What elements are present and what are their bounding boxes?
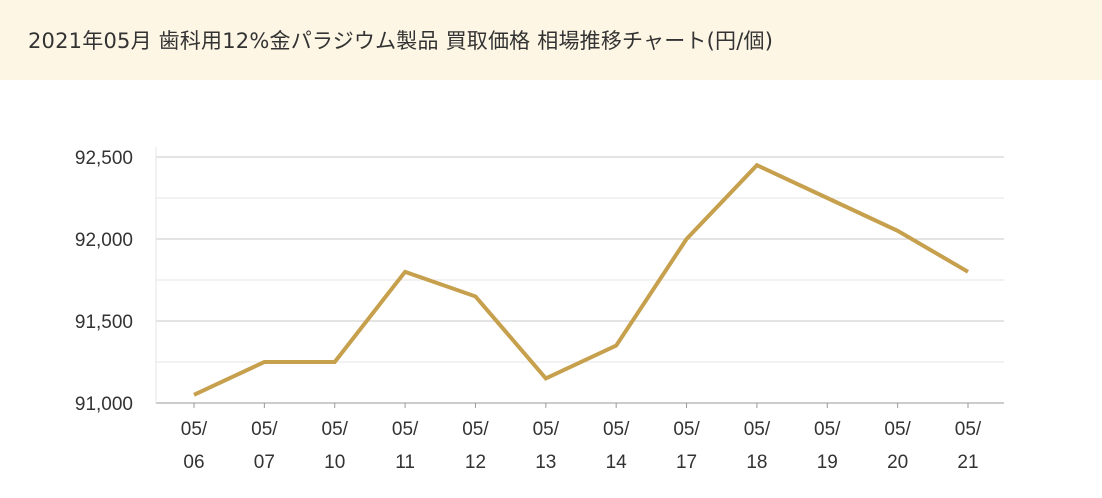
x-tick-label-month: 05/: [533, 419, 560, 440]
x-tick-label-day: 13: [535, 452, 556, 473]
axis-layer: [155, 147, 969, 408]
series-layer: [193, 162, 970, 397]
x-tick-label-day: 06: [183, 452, 204, 473]
chart-title-bar: 2021年05月 歯科用12%金パラジウム製品 買取価格 相場推移チャート(円/…: [0, 0, 1102, 80]
chart-area: 91,000 91,500 92,000 92,500 05/06 05/07 05/10 0…: [0, 80, 1102, 494]
chart-title: 2021年05月 歯科用12%金パラジウム製品 買取価格 相場推移チャート(円/…: [28, 29, 774, 53]
x-tick-label-month: 05/: [673, 419, 700, 440]
x-tick-label-day: 19: [817, 452, 838, 473]
x-tick-label-day: 17: [676, 452, 697, 473]
x-tick-label-month: 05/: [814, 419, 841, 440]
x-tick-label-day: 12: [465, 452, 486, 473]
x-tick-label-month: 05/: [251, 419, 278, 440]
line-chart: 91,000 91,500 92,000 92,500 05/06 05/07 05/10 0…: [75, 147, 1004, 473]
x-tick-label-month: 05/: [322, 419, 349, 440]
x-tick-label-month: 05/: [955, 419, 982, 440]
price-series-line: [193, 162, 970, 397]
x-tick-label-month: 05/: [603, 419, 630, 440]
x-tick-label-day: 21: [957, 452, 978, 473]
x-tick-label-day: 20: [887, 452, 908, 473]
x-tick-label-day: 11: [395, 452, 415, 473]
x-tick-label-day: 14: [606, 452, 628, 473]
y-tick-label: 92,500: [75, 148, 133, 169]
y-tick-label: 91,500: [75, 312, 133, 333]
x-tick-label-month: 05/: [392, 419, 419, 440]
y-tick-label: 91,000: [75, 394, 133, 415]
y-tick-label: 92,000: [75, 230, 133, 251]
x-tick-label-day: 07: [254, 452, 275, 473]
x-tick-label-day: 10: [324, 452, 345, 473]
x-tick-label-month: 05/: [181, 419, 208, 440]
x-tick-label-month: 05/: [744, 419, 771, 440]
grid-layer: [156, 156, 1004, 404]
x-tick-label-day: 18: [746, 452, 767, 473]
label-layer: 91,000 91,500 92,000 92,500 05/06 05/07 05/10 0…: [75, 148, 982, 473]
x-tick-label-month: 05/: [884, 419, 911, 440]
x-tick-label-month: 05/: [462, 419, 489, 440]
